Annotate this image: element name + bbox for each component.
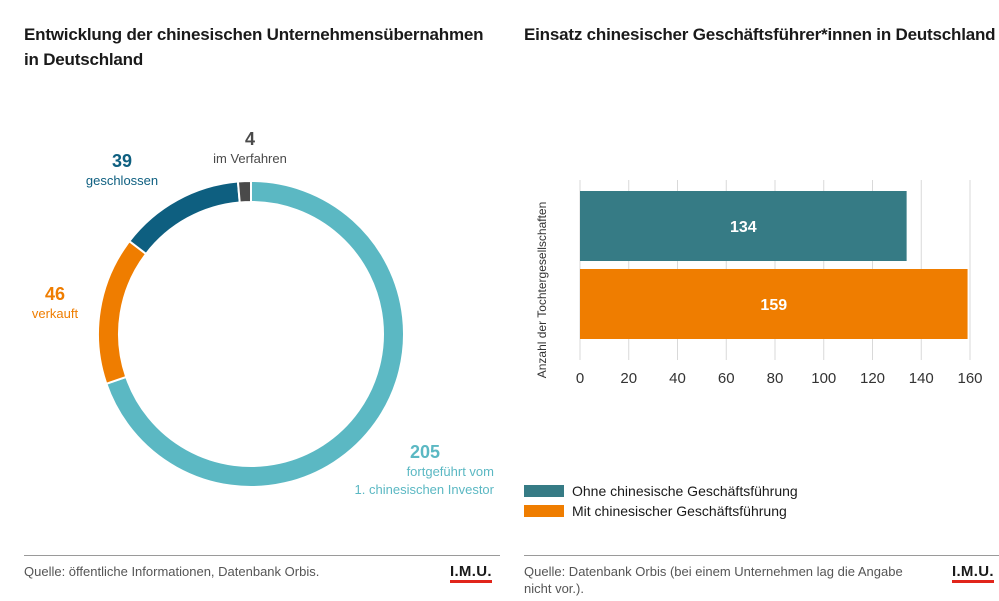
donut-chart: 205 fortgeführt vom 1. chinesischen Invest… <box>32 129 495 497</box>
x-tick-label-140: 140 <box>909 370 934 387</box>
bar-chart: 0 20 40 60 80 100 120 140 160 Anzahl der Tochterg… <box>535 180 983 387</box>
x-tick-label-60: 60 <box>718 370 735 387</box>
right-source-line2: nicht vor.). <box>524 581 584 596</box>
bar-value-label-mit: 159 <box>760 297 787 314</box>
imu-logo-left: I.M.U. <box>450 563 492 583</box>
donut-slice-fortgefuehrt <box>105 179 405 488</box>
donut-slice-verkauft <box>97 239 148 386</box>
bar-value-label-ohne: 134 <box>730 219 757 236</box>
donut-value-fortgefuehrt: 205 <box>410 442 440 462</box>
left-divider <box>24 555 500 556</box>
donut-chart-title: Entwicklung der chinesischen Unternehmen… <box>24 25 484 69</box>
x-tick-label-160: 160 <box>957 370 982 387</box>
x-tick-label-0: 0 <box>576 370 584 387</box>
donut-value-geschlossen: 39 <box>112 151 132 171</box>
legend-item-ohne: Ohne chinesische Geschäftsführung <box>524 483 798 499</box>
x-tick-label-80: 80 <box>767 370 784 387</box>
donut-value-verkauft: 46 <box>45 284 65 304</box>
left-source-note: Quelle: öffentliche Informationen, Daten… <box>24 564 320 579</box>
donut-label-im-verfahren: im Verfahren <box>213 151 287 166</box>
legend-label-mit: Mit chinesischer Geschäftsführung <box>572 503 787 519</box>
donut-slice-geschlossen <box>127 180 241 256</box>
donut-value-im-verfahren: 4 <box>245 129 255 149</box>
donut-slice-im-verfahren <box>236 179 252 204</box>
donut-label-fortgefuehrt: fortgeführt vom <box>407 464 494 479</box>
imu-logo-right: I.M.U. <box>952 563 994 583</box>
legend-label-ohne: Ohne chinesische Geschäftsführung <box>572 483 798 499</box>
bar-mit <box>580 269 968 339</box>
y-axis-label: Anzahl der Tochtergesellschaften <box>535 202 549 379</box>
legend-swatch-mit <box>524 505 564 517</box>
x-tick-label-20: 20 <box>620 370 637 387</box>
right-source-note: Quelle: Datenbank Orbis (bei einem Unter… <box>524 563 944 597</box>
donut-label-verkauft: verkauft <box>32 306 79 321</box>
left-panel: Entwicklung der chinesischen Unternehmen… <box>24 25 500 583</box>
x-tick-label-40: 40 <box>669 370 686 387</box>
donut-label-geschlossen: geschlossen <box>86 173 158 188</box>
bar-chart-title: Einsatz chinesischer Geschäftsführer*inn… <box>524 25 996 44</box>
legend-item-mit: Mit chinesischer Geschäftsführung <box>524 503 787 519</box>
bar-ohne <box>580 191 907 261</box>
donut-label2-fortgefuehrt: 1. chinesischen Investor <box>355 482 495 497</box>
right-panel: Einsatz chinesischer Geschäftsführer*inn… <box>500 0 999 601</box>
right-divider <box>524 555 999 556</box>
x-tick-label-120: 120 <box>860 370 885 387</box>
x-tick-label-100: 100 <box>811 370 836 387</box>
right-source-line1: Quelle: Datenbank Orbis (bei einem Unter… <box>524 564 903 579</box>
legend-swatch-ohne <box>524 485 564 497</box>
